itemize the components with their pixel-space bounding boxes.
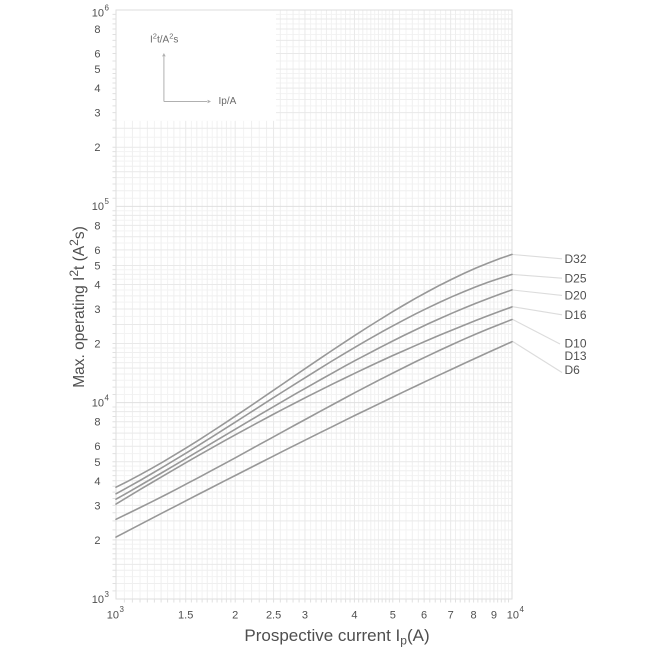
svg-text:1.5: 1.5	[178, 610, 193, 622]
svg-text:7: 7	[448, 610, 454, 622]
svg-text:5: 5	[94, 260, 100, 272]
svg-text:3: 3	[94, 108, 100, 120]
svg-text:10: 10	[107, 610, 119, 622]
svg-text:D20: D20	[565, 289, 587, 303]
svg-text:5: 5	[105, 197, 110, 206]
svg-text:4: 4	[351, 610, 357, 622]
svg-text:D32: D32	[565, 252, 587, 266]
svg-text:10: 10	[92, 594, 104, 606]
svg-text:3: 3	[120, 605, 125, 614]
svg-text:10: 10	[507, 610, 519, 622]
svg-text:4: 4	[94, 476, 100, 488]
svg-text:8: 8	[94, 24, 100, 36]
svg-text:3: 3	[94, 500, 100, 512]
svg-text:2: 2	[94, 339, 100, 351]
svg-text:3: 3	[105, 590, 110, 599]
svg-text:2: 2	[94, 142, 100, 154]
svg-text:6: 6	[94, 441, 100, 453]
svg-text:10: 10	[92, 398, 104, 410]
svg-text:6: 6	[421, 610, 427, 622]
svg-text:3: 3	[94, 304, 100, 316]
svg-text:9: 9	[491, 610, 497, 622]
svg-text:4: 4	[94, 280, 100, 292]
svg-text:6: 6	[94, 49, 100, 61]
svg-text:10: 10	[92, 201, 104, 213]
svg-text:6: 6	[105, 3, 110, 12]
svg-text:Ip/A: Ip/A	[219, 96, 237, 107]
svg-text:D10: D10	[565, 336, 587, 350]
svg-text:Max. operating I2​t (A2​s): Max. operating I2​t (A2​s)	[67, 226, 88, 388]
svg-text:D13: D13	[565, 349, 587, 363]
svg-text:3: 3	[302, 610, 308, 622]
svg-text:D25: D25	[565, 272, 587, 286]
svg-text:5: 5	[94, 64, 100, 76]
svg-text:10: 10	[92, 7, 104, 19]
svg-text:4: 4	[94, 83, 100, 95]
svg-text:D6: D6	[565, 363, 581, 377]
svg-text:2: 2	[232, 610, 238, 622]
svg-text:Prospective current Ip​(A): Prospective current Ip​(A)	[244, 626, 429, 648]
svg-text:2: 2	[94, 535, 100, 547]
svg-text:6: 6	[94, 245, 100, 257]
svg-text:2.5: 2.5	[266, 610, 281, 622]
svg-text:4: 4	[105, 394, 110, 403]
svg-text:8: 8	[94, 220, 100, 232]
svg-text:4: 4	[520, 605, 525, 614]
svg-text:5: 5	[390, 610, 396, 622]
svg-text:8: 8	[471, 610, 477, 622]
svg-text:D16: D16	[565, 308, 587, 322]
svg-text:5: 5	[94, 457, 100, 469]
svg-text:8: 8	[94, 417, 100, 429]
